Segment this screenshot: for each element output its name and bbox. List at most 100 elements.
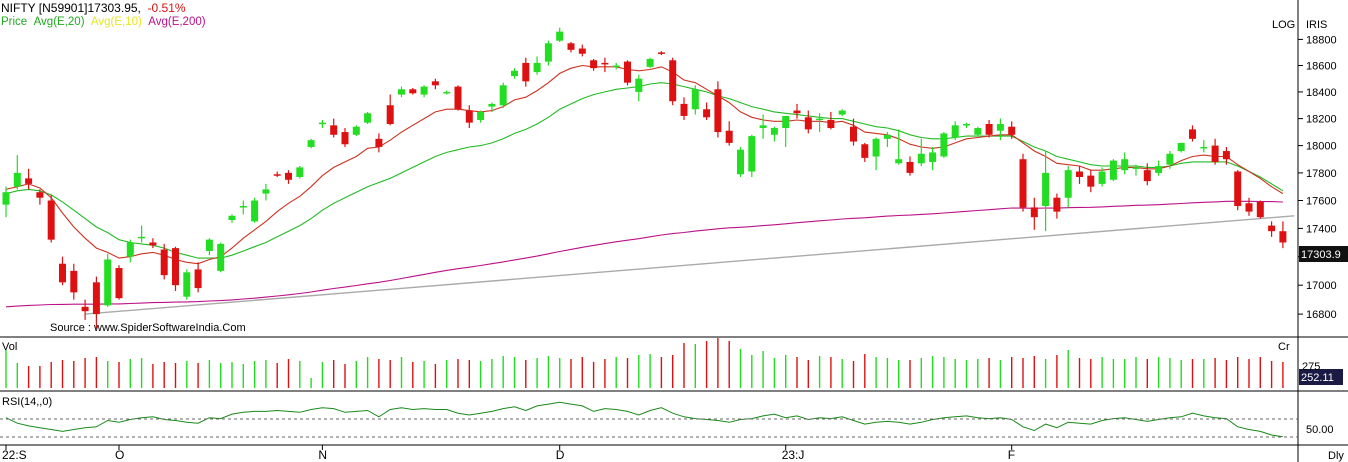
candle-body bbox=[296, 167, 304, 178]
candle-body bbox=[13, 172, 21, 187]
candle-body bbox=[443, 91, 451, 94]
candle-body bbox=[2, 192, 10, 205]
candle-body bbox=[398, 89, 405, 95]
candle-body bbox=[963, 123, 970, 126]
candle-body bbox=[759, 125, 767, 129]
candle-body bbox=[228, 215, 236, 220]
candle-body bbox=[770, 128, 778, 135]
axis-layer: 1680017000172001740017600178001800018200… bbox=[2, 34, 1337, 462]
legend-avg10: Avg(E,10) bbox=[90, 16, 142, 28]
candle-body bbox=[985, 123, 993, 135]
candle-body bbox=[1109, 160, 1117, 180]
candle-body bbox=[431, 81, 439, 86]
candle-body bbox=[251, 200, 259, 222]
candle-body bbox=[669, 60, 677, 102]
candle-body bbox=[737, 149, 744, 175]
candle-body bbox=[1245, 203, 1253, 212]
candle-body bbox=[1200, 146, 1208, 149]
candle-body bbox=[47, 200, 55, 240]
candle-body bbox=[522, 62, 530, 82]
candle-body bbox=[793, 110, 801, 114]
candle-body bbox=[917, 153, 925, 164]
chart-header: NIFTY [N59901]17303.95, -0.51% bbox=[1, 1, 186, 15]
candle-body bbox=[1234, 171, 1242, 207]
candle-body bbox=[850, 126, 857, 142]
candle-body bbox=[1121, 159, 1129, 171]
price-axis-label: 18800 bbox=[1306, 34, 1337, 46]
candle-body bbox=[409, 89, 417, 94]
candle-body bbox=[691, 89, 699, 110]
legend-avg200: Avg(E,200) bbox=[148, 16, 206, 28]
candle-body bbox=[1076, 171, 1083, 178]
volume-unit-label: Cr bbox=[1278, 341, 1290, 353]
candle-body bbox=[1008, 126, 1016, 135]
candle-body bbox=[646, 58, 654, 67]
candle-body bbox=[1087, 175, 1095, 187]
price-axis-label: 18200 bbox=[1306, 114, 1337, 126]
volume-pane-label: Vol bbox=[2, 341, 17, 353]
volume-bars-layer bbox=[5, 338, 1284, 388]
trendline-layer bbox=[85, 215, 1295, 315]
candle-body bbox=[1268, 225, 1276, 232]
ema200-line bbox=[5, 200, 1283, 308]
candle-body bbox=[262, 189, 270, 194]
log-scale-label[interactable]: LOG bbox=[1272, 19, 1295, 31]
candle-body bbox=[81, 306, 89, 312]
candle-body bbox=[36, 192, 44, 198]
candle-body bbox=[341, 132, 349, 145]
candle-body bbox=[1064, 170, 1072, 198]
candle-body bbox=[1053, 197, 1061, 212]
time-axis-label: O bbox=[115, 448, 124, 462]
candle-body bbox=[477, 111, 485, 120]
candle-body bbox=[567, 43, 575, 50]
price-axis-label: 17400 bbox=[1306, 223, 1337, 235]
candle-body bbox=[273, 174, 281, 176]
candle-body bbox=[974, 128, 982, 135]
candle-body bbox=[59, 263, 66, 283]
time-axis-label: 22:S bbox=[2, 448, 27, 462]
rsi-tick-label: 50.00 bbox=[1306, 424, 1334, 436]
price-axis-label: 17600 bbox=[1306, 195, 1337, 207]
candle-body bbox=[725, 130, 733, 143]
last-value: 17303.95, bbox=[87, 1, 141, 15]
period-label: Dly bbox=[1328, 450, 1344, 462]
candle-body bbox=[454, 86, 462, 110]
price-axis-label: 17800 bbox=[1306, 168, 1337, 180]
candle-body bbox=[1042, 172, 1050, 207]
symbol-label: NIFTY [N59901] bbox=[1, 1, 88, 15]
candle-body bbox=[1166, 153, 1174, 165]
candle-body bbox=[883, 134, 891, 139]
candle-body bbox=[635, 78, 643, 92]
candle-body bbox=[70, 270, 78, 293]
candle-body bbox=[624, 61, 631, 83]
candle-body bbox=[590, 60, 598, 69]
candle-body bbox=[1211, 145, 1219, 162]
candle-body bbox=[172, 248, 179, 286]
candle-body bbox=[816, 118, 824, 121]
candle-body bbox=[194, 269, 202, 289]
rsi-layer bbox=[5, 401, 1283, 438]
candle-body bbox=[556, 31, 564, 41]
time-axis-label: F bbox=[1008, 448, 1015, 462]
candle-body bbox=[138, 236, 146, 239]
last-price-badge bbox=[1299, 246, 1348, 262]
candle-body bbox=[1177, 142, 1185, 152]
price-axis-label: 18000 bbox=[1306, 141, 1337, 153]
candle-body bbox=[205, 239, 213, 251]
candle-body bbox=[906, 161, 914, 173]
candle-body bbox=[126, 242, 134, 257]
candle-body bbox=[330, 125, 338, 135]
candle-body bbox=[318, 122, 326, 125]
candlestick-layer bbox=[2, 27, 1287, 329]
candle-body bbox=[940, 133, 948, 157]
candle-body bbox=[1030, 207, 1038, 218]
candle-body bbox=[1189, 129, 1196, 139]
candle-body bbox=[183, 272, 191, 297]
rsi-line bbox=[5, 401, 1283, 438]
candle-body bbox=[657, 52, 665, 54]
candle-body bbox=[703, 109, 711, 118]
candle-body bbox=[872, 138, 880, 157]
candle-body bbox=[217, 243, 225, 271]
candle-body bbox=[239, 206, 247, 208]
